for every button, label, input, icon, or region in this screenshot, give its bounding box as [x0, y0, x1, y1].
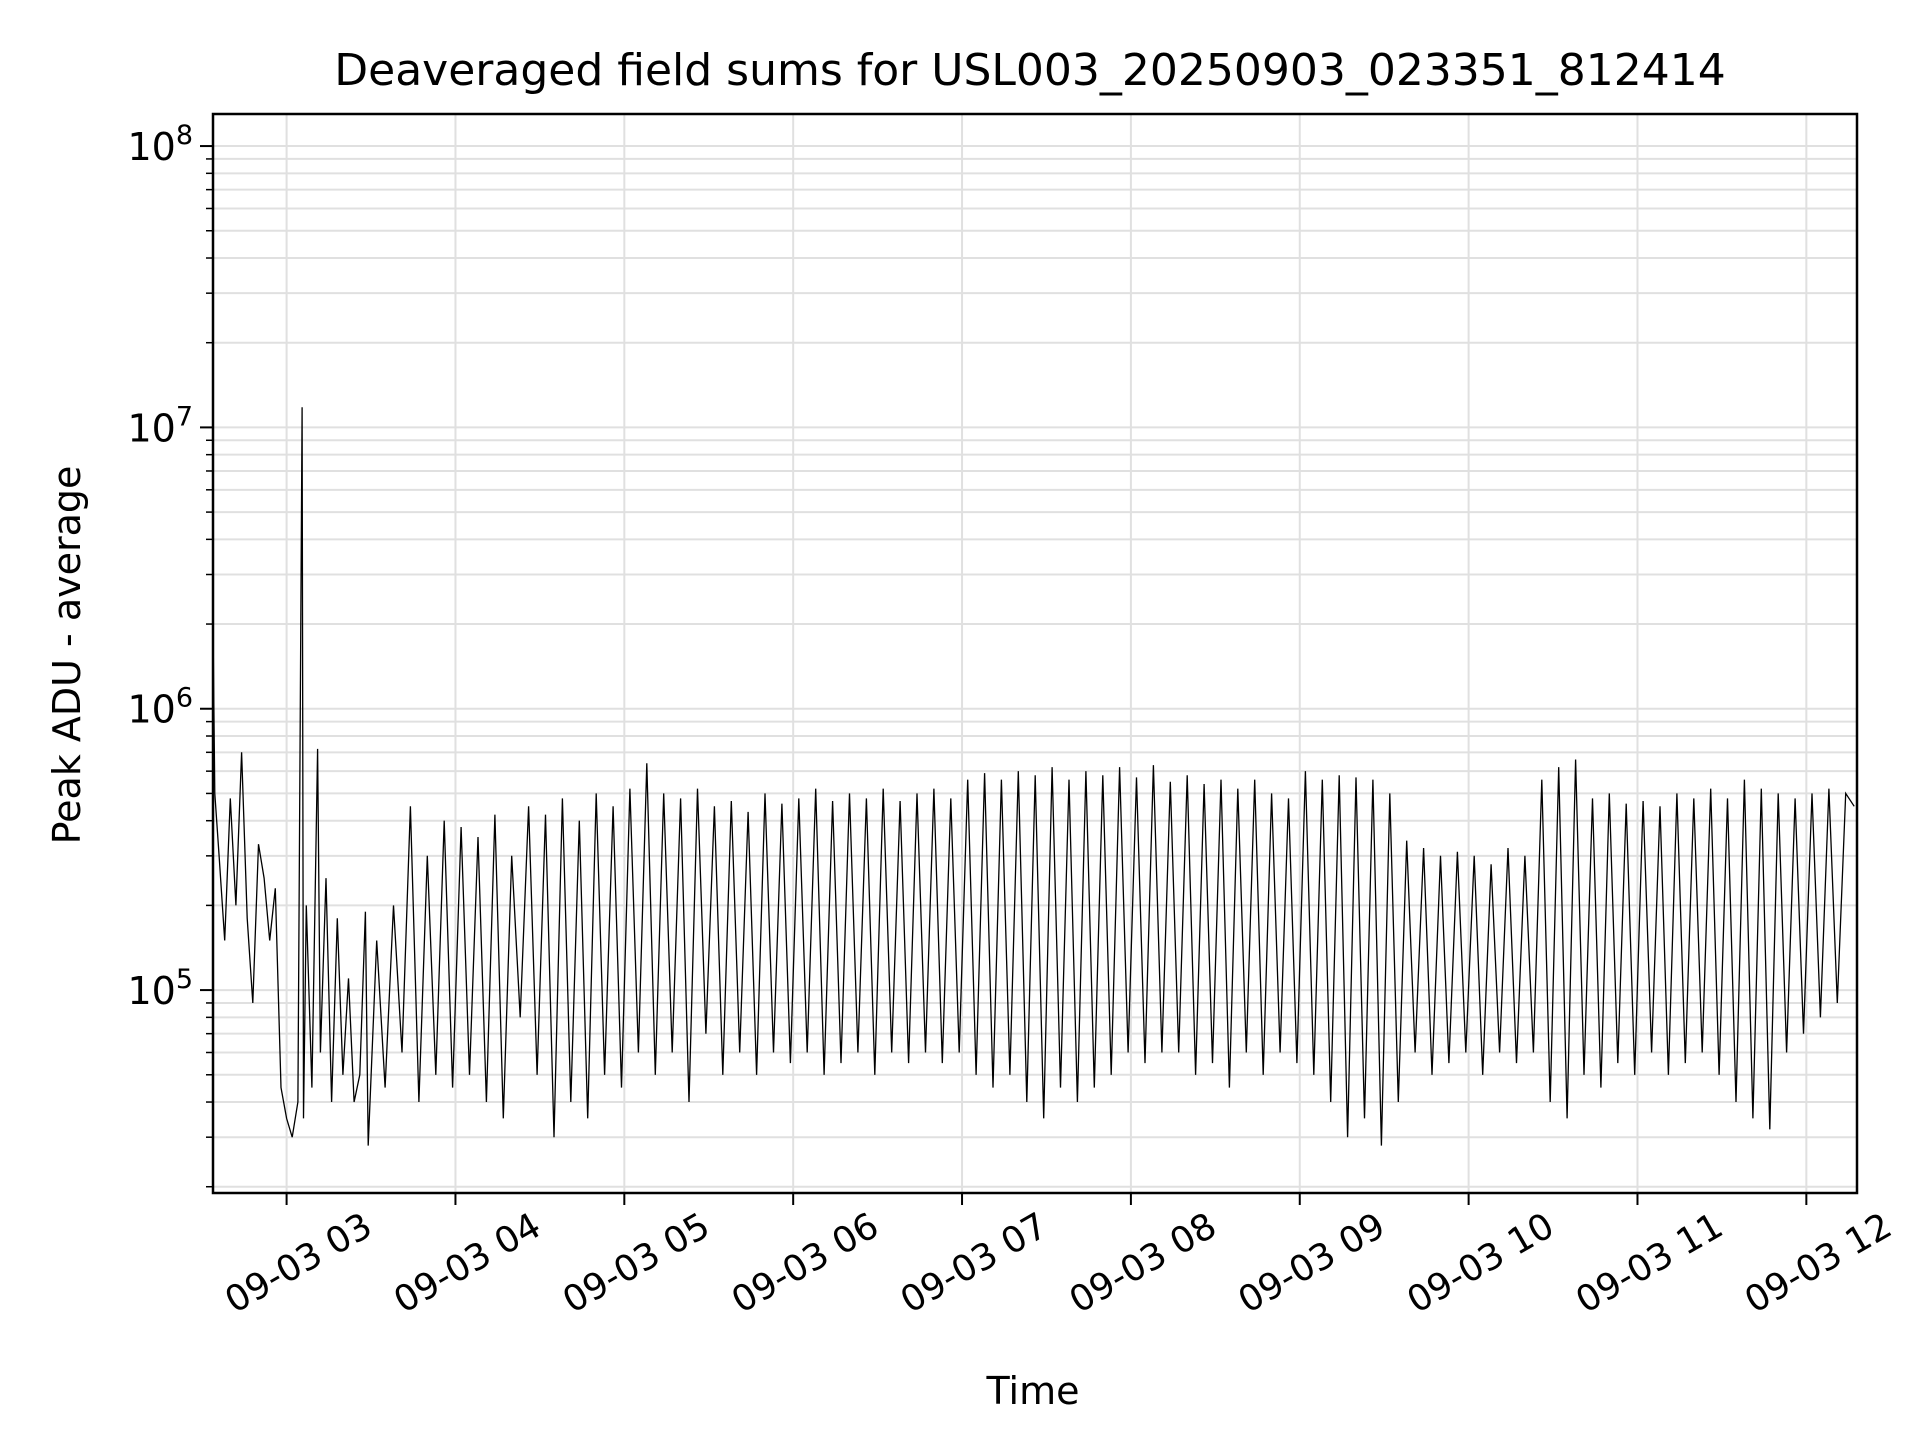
x-tick-label: 09-03 03: [218, 1205, 379, 1321]
x-tick-label: 09-03 08: [1063, 1205, 1224, 1321]
x-tick-label: 09-03 05: [556, 1205, 717, 1321]
x-axis-ticks: 09-03 03 09-03 04 09-03 05 09-03 06 09-03 07…: [218, 1193, 1899, 1322]
x-tick-label: 09-03 10: [1400, 1205, 1561, 1321]
y-tick-label: 108: [127, 120, 193, 169]
x-tick-label: 09-03 07: [894, 1205, 1055, 1321]
x-tick-label: 09-03 12: [1738, 1205, 1899, 1321]
y-axis-ticks: 105 106 107 108: [127, 120, 213, 1188]
series-line: [212, 407, 1855, 1146]
x-axis-label: Time: [986, 1369, 1080, 1413]
grid: [213, 114, 1857, 1193]
series-line-group: [212, 407, 1855, 1146]
plot-frame: [211, 112, 1859, 1195]
y-tick-label: 105: [127, 964, 193, 1013]
chart-title: Deaveraged field sums for USL003_2025090…: [334, 45, 1726, 96]
y-axis-label: Peak ADU - average: [45, 466, 89, 845]
x-tick-label: 09-03 06: [725, 1205, 886, 1321]
x-tick-label: 09-03 11: [1569, 1205, 1730, 1321]
x-tick-label: 09-03 09: [1232, 1205, 1393, 1321]
y-tick-label: 107: [127, 401, 193, 450]
x-tick-label: 09-03 04: [387, 1205, 548, 1321]
y-tick-label: 106: [127, 683, 193, 732]
